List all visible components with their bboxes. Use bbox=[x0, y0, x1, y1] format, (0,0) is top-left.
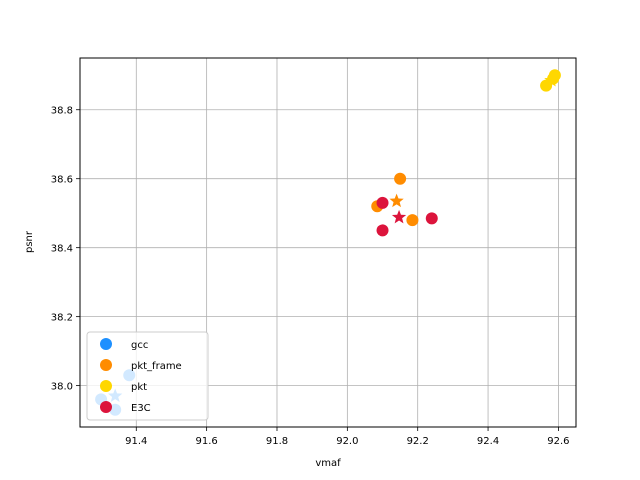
x-tick-label: 91.6 bbox=[196, 436, 218, 447]
legend-marker bbox=[100, 359, 112, 371]
y-axis-label: psnr bbox=[24, 230, 35, 253]
x-tick-label: 91.8 bbox=[266, 436, 288, 447]
legend-label: pkt_frame bbox=[131, 361, 182, 372]
y-tick-label: 38.8 bbox=[51, 106, 73, 117]
x-tick-label: 92.6 bbox=[547, 436, 569, 447]
legend-marker bbox=[100, 338, 112, 350]
data-point bbox=[376, 196, 389, 209]
y-tick-label: 38.2 bbox=[51, 313, 73, 324]
x-axis-label: vmaf bbox=[315, 458, 341, 469]
legend-box bbox=[86, 331, 209, 421]
mean-star-marker bbox=[389, 193, 404, 208]
y-axis-ticks: 38.0 38.2 38.4 38.6 38.8 bbox=[51, 106, 80, 393]
plot-frame bbox=[79, 57, 577, 428]
y-tick-label: 38.4 bbox=[51, 244, 73, 255]
y-tick-label: 38.6 bbox=[51, 175, 73, 186]
x-tick-label: 92.2 bbox=[407, 436, 429, 447]
x-tick-label: 92.0 bbox=[336, 436, 358, 447]
y-tick-label: 38.0 bbox=[51, 382, 73, 393]
series-pkt bbox=[540, 69, 561, 92]
legend-label: pkt bbox=[131, 382, 147, 393]
x-tick-label: 91.4 bbox=[125, 436, 147, 447]
series-e3c bbox=[376, 196, 438, 237]
legend-marker bbox=[100, 401, 112, 413]
data-point bbox=[406, 214, 419, 227]
mean-star-marker bbox=[391, 209, 407, 224]
x-axis-ticks: 91.4 91.6 91.8 92.0 92.2 92.4 92.6 bbox=[125, 427, 570, 447]
legend-label: gcc bbox=[131, 340, 148, 351]
x-tick-label: 92.4 bbox=[477, 436, 499, 447]
data-point bbox=[425, 212, 438, 225]
legend-marker bbox=[100, 380, 112, 392]
data-point bbox=[376, 224, 389, 237]
legend-label: E3C bbox=[131, 403, 151, 414]
data-point bbox=[394, 172, 407, 185]
mean-star-marker bbox=[544, 72, 559, 87]
